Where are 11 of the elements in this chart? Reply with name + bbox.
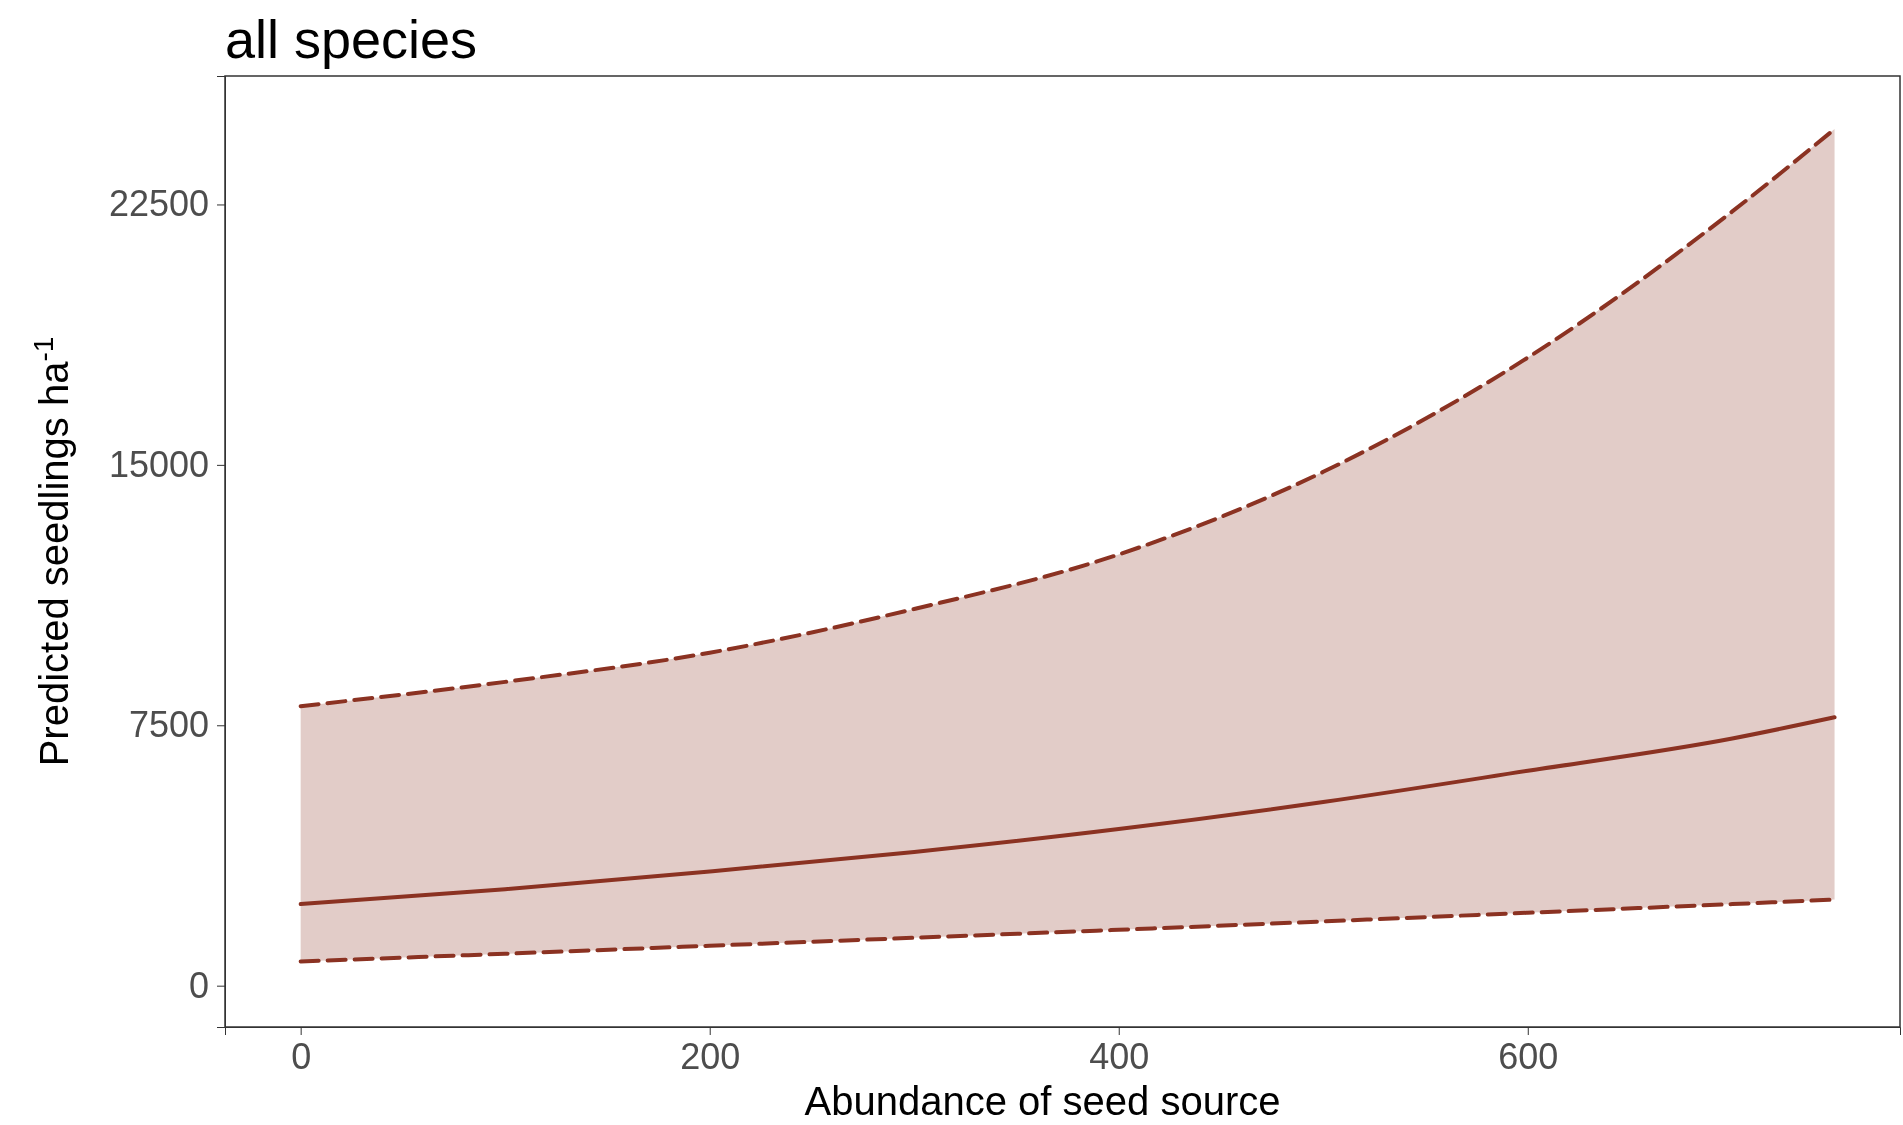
x-axis-title: Abundance of seed source xyxy=(804,1079,1281,1123)
y-tick-label: 0 xyxy=(188,964,209,1006)
x-tick-label: 600 xyxy=(1498,1035,1559,1077)
x-tick-label: 400 xyxy=(1089,1035,1150,1077)
chart-title: all species xyxy=(225,9,478,69)
y-tick-label: 22500 xyxy=(108,183,209,225)
line-series xyxy=(298,715,1837,907)
y-tick-label: 7500 xyxy=(128,704,209,746)
y-tick-label: 15000 xyxy=(108,443,209,485)
x-tick-label: 0 xyxy=(291,1035,312,1077)
x-tick-label: 200 xyxy=(680,1035,741,1077)
